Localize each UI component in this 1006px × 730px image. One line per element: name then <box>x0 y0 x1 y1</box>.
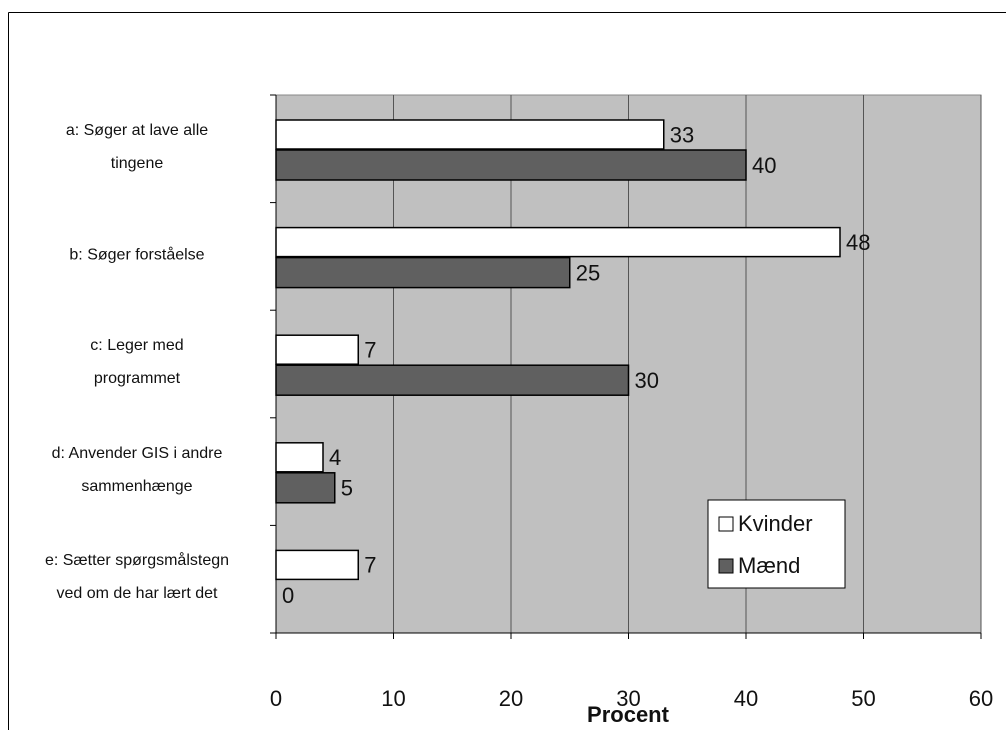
legend-swatch <box>718 516 734 532</box>
bar <box>275 442 324 473</box>
bar <box>275 334 359 365</box>
bar <box>275 149 747 181</box>
value-label: 48 <box>846 230 870 255</box>
y-tick-label: e: Sætter spørgsmålstegn ved om de har l… <box>44 552 230 603</box>
x-tick-label: 40 <box>734 686 758 711</box>
x-tick-label: 0 <box>270 686 282 711</box>
value-label: 40 <box>752 153 776 178</box>
x-tick-label: 60 <box>969 686 993 711</box>
y-tick-label: b: Søger forståelse <box>69 246 205 264</box>
x-tick-label: 30 <box>616 686 640 711</box>
value-label: 30 <box>635 368 659 393</box>
bar <box>275 119 665 150</box>
bar <box>275 549 359 581</box>
bar <box>275 226 841 258</box>
y-tick-label: d: Anvender GIS i andre sammenhænge <box>51 444 223 495</box>
bar <box>275 256 571 289</box>
value-label: 7 <box>364 553 376 578</box>
y-tick-label: a: Søger at lave alle tingene <box>65 122 209 172</box>
value-label: 0 <box>282 583 294 608</box>
bar <box>275 472 336 504</box>
x-tick-label: 50 <box>851 686 875 711</box>
value-label: 7 <box>364 338 376 363</box>
x-tick-label: 20 <box>499 686 523 711</box>
y-tick-label: c: Leger med programmet <box>90 337 184 388</box>
value-label: 4 <box>329 445 341 470</box>
value-label: 33 <box>670 122 694 147</box>
legend-swatch <box>718 558 734 574</box>
value-label: 5 <box>341 476 353 501</box>
x-tick-label: 10 <box>381 686 405 711</box>
bar <box>275 364 630 396</box>
x-axis-title: Procent <box>587 702 670 727</box>
legend-label: Mænd <box>738 553 800 578</box>
value-label: 25 <box>576 260 600 285</box>
legend-label: Kvinder <box>738 511 813 536</box>
